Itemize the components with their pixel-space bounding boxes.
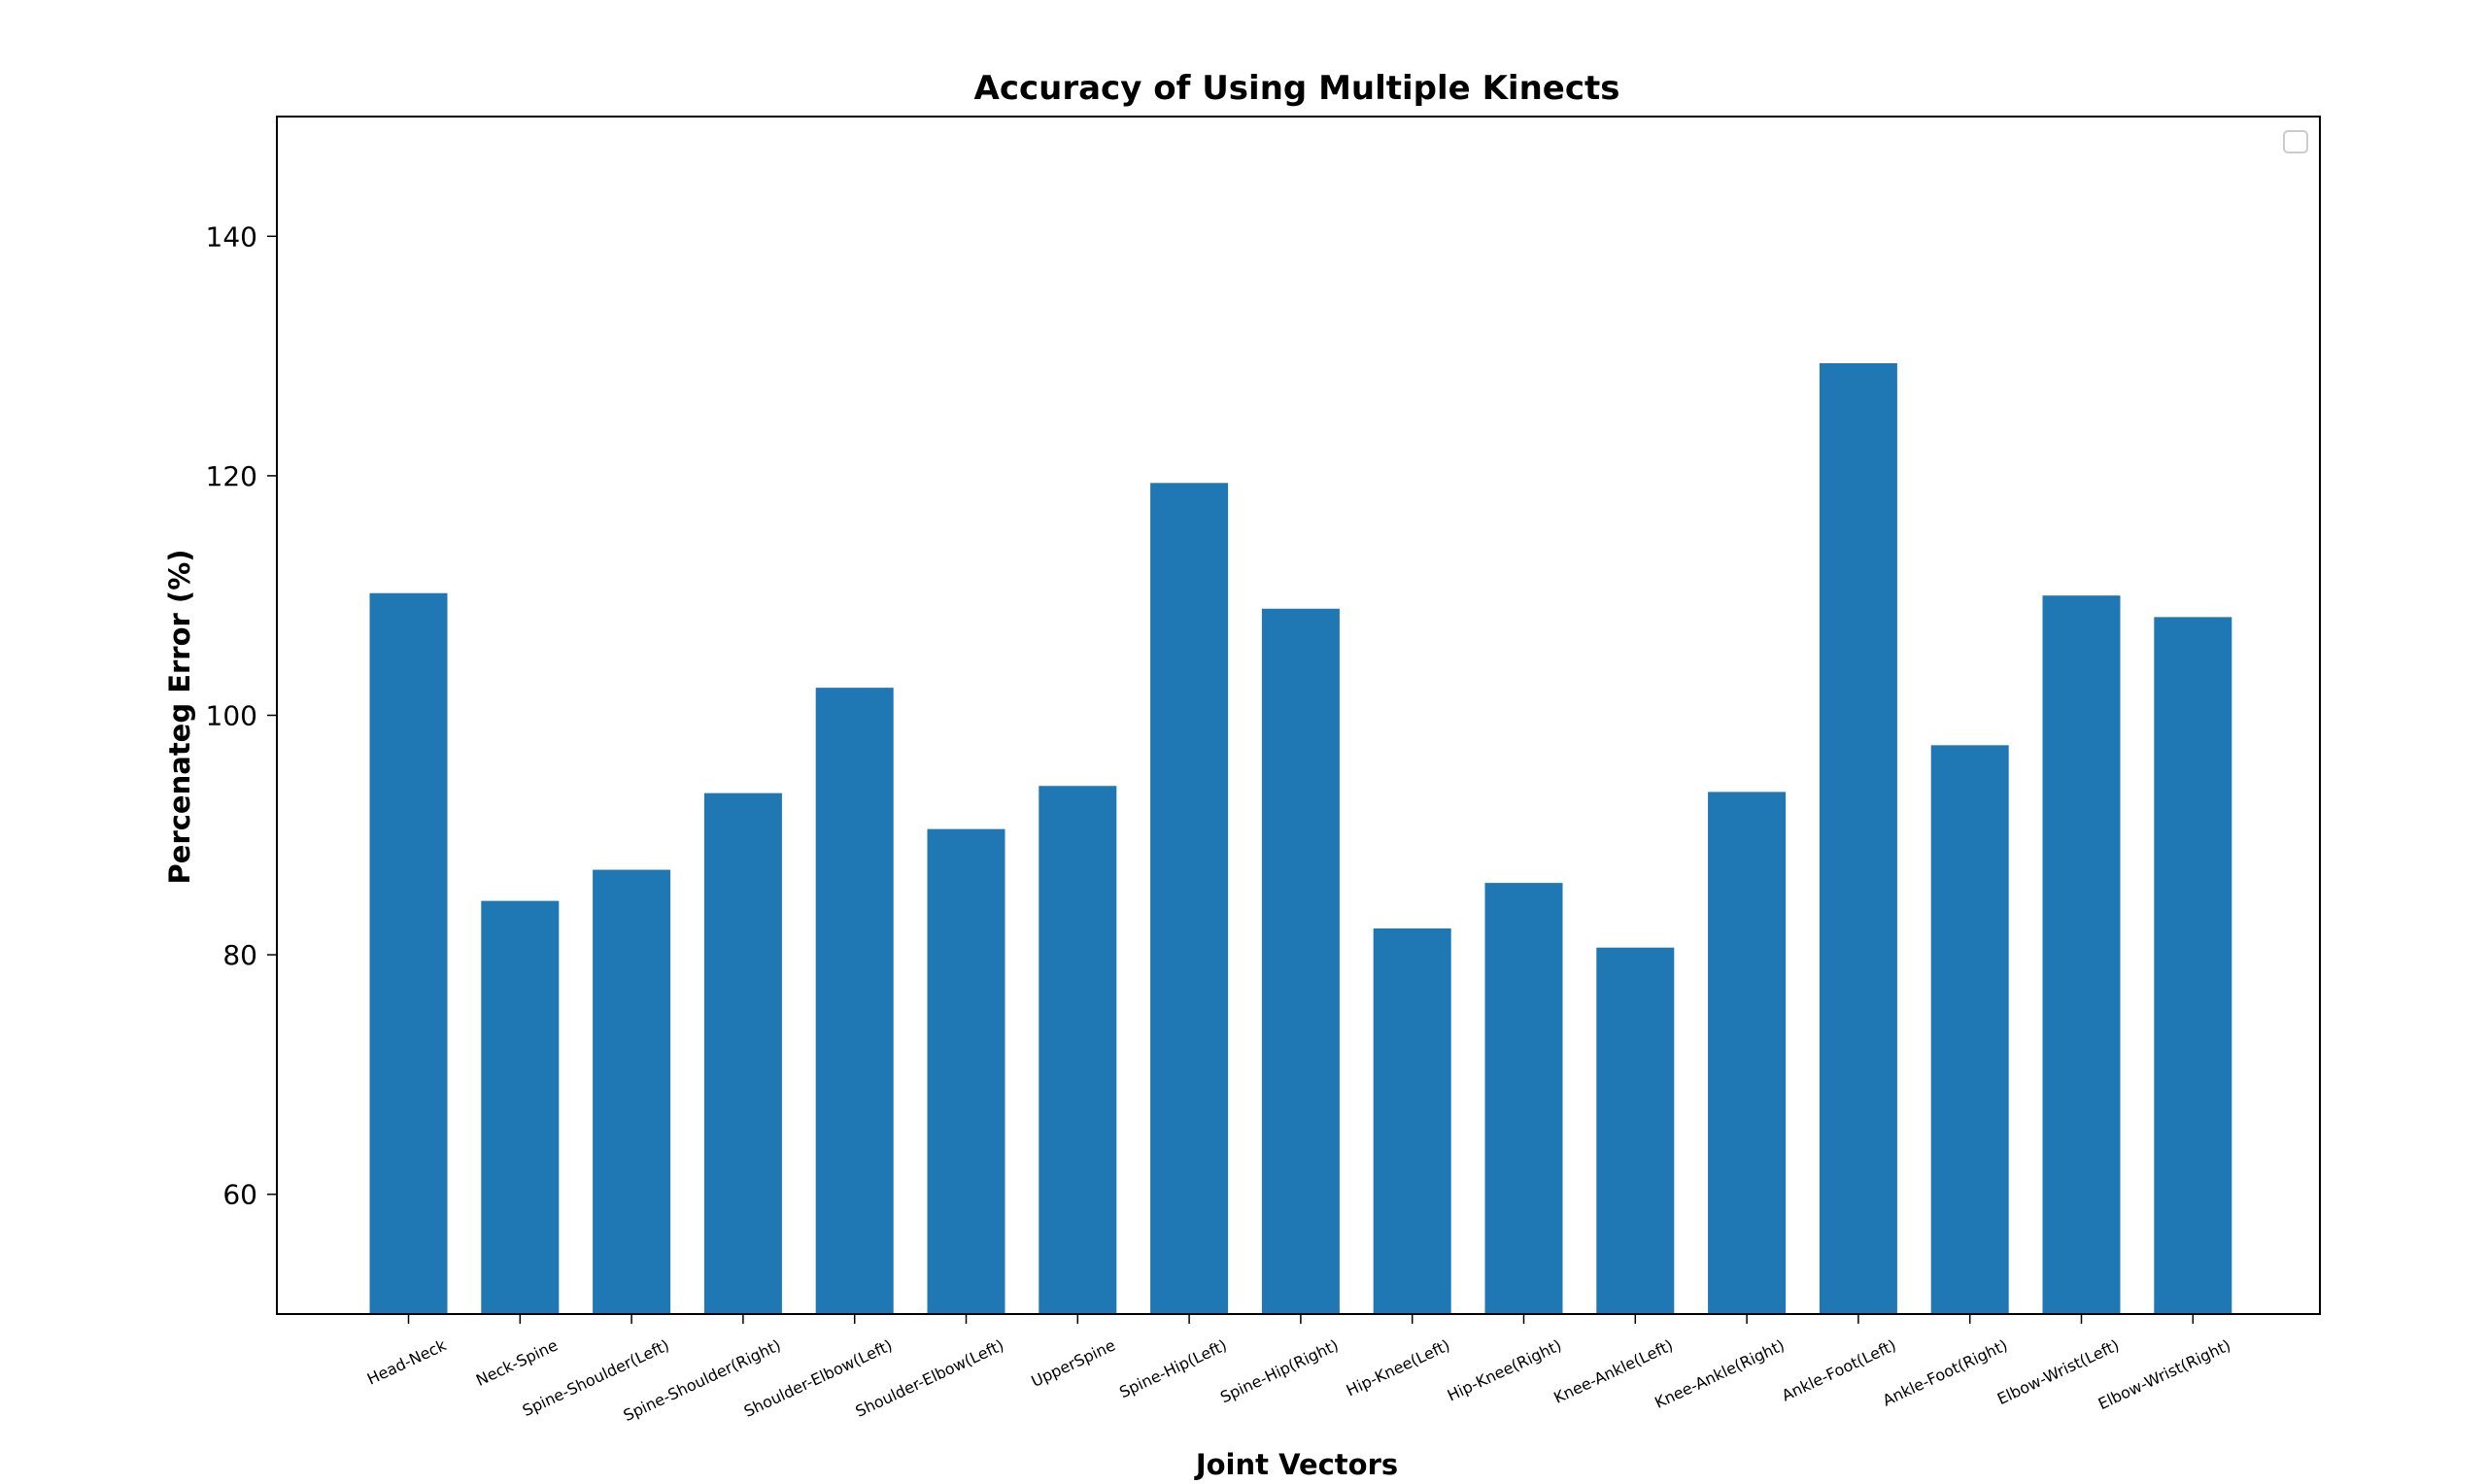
x-tick-label: Head-Neck [364, 1335, 450, 1389]
bar-14 [1819, 362, 1897, 1314]
y-tick-label: 140 [206, 220, 257, 253]
bar-8 [1150, 483, 1229, 1315]
bar-7 [1039, 786, 1117, 1314]
y-tick-label: 120 [206, 460, 257, 492]
bars-group [369, 362, 2232, 1315]
bar-11 [1484, 883, 1563, 1314]
bar-9 [1261, 608, 1340, 1314]
y-axis-label: Percenateg Error (%) [163, 550, 196, 885]
x-axis: Head-Neck Neck-SpineSpine-Shoulder(Left)S… [364, 1314, 2233, 1425]
y-tick-label: 60 [222, 1179, 257, 1211]
bar-5 [815, 688, 894, 1314]
x-tick-label: Neck-Spine [473, 1335, 561, 1389]
bar-17 [2154, 617, 2232, 1314]
x-tick-label: Hip-Knee(Left) [1344, 1335, 1453, 1400]
bar-6 [927, 828, 1005, 1314]
x-tick-label: UpperSpine [1029, 1335, 1118, 1391]
plot-frame [276, 116, 2321, 1315]
chart-title: Accuracy of Using Multiple Kinects [974, 69, 1620, 108]
bar-1 [369, 592, 448, 1314]
bar-4 [703, 793, 782, 1314]
y-axis: 60 80 100 120 140 [206, 220, 277, 1211]
bar-3 [593, 869, 671, 1314]
x-tick-label: Spine-Hip(Left) [1116, 1335, 1230, 1401]
y-tick-label: 80 [222, 939, 257, 971]
y-tick-label: 100 [206, 700, 257, 732]
legend-box [2283, 130, 2308, 153]
x-tick-label: Ankle-Foot(Right) [1880, 1335, 2010, 1409]
bar-16 [2042, 595, 2121, 1314]
bar-15 [1930, 745, 2009, 1314]
x-tick-label: Spine-Hip(Right) [1217, 1335, 1341, 1406]
x-tick-label: Hip-Knee(Right) [1445, 1335, 1564, 1404]
bar-2 [481, 900, 560, 1314]
x-axis-label: Joint Vectors [1194, 1448, 1398, 1481]
bar-10 [1373, 928, 1451, 1314]
bar-13 [1708, 792, 1787, 1314]
bar-12 [1596, 947, 1675, 1314]
